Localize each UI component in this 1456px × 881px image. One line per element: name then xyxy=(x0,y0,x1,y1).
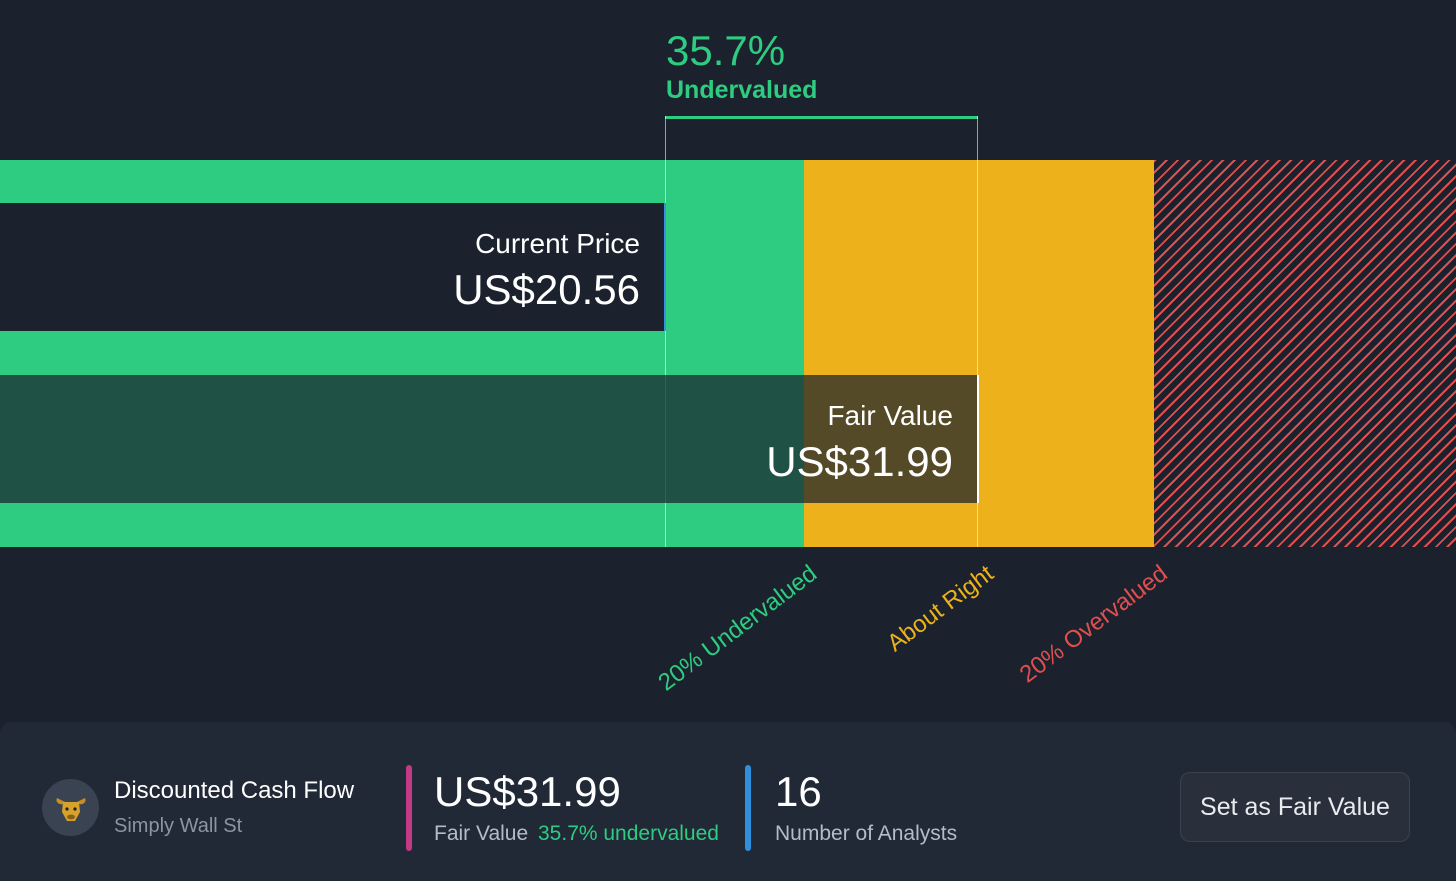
overvalued-zone xyxy=(1154,160,1456,547)
avatar xyxy=(42,779,99,836)
footer-fair-value-label: Fair Value xyxy=(434,822,529,845)
undervalued-label: Undervalued xyxy=(666,76,818,104)
model-source: Simply Wall St xyxy=(114,815,243,837)
current-price-bar xyxy=(0,203,666,331)
fair-value-label: Fair Value xyxy=(827,400,953,431)
difference-bracket xyxy=(665,116,978,119)
zone-label-undervalued: 20% Undervalued xyxy=(653,560,823,697)
footer-fair-value-caption: Fair Value 35.7% undervalued xyxy=(434,822,719,846)
set-as-fair-value-button[interactable]: Set as Fair Value xyxy=(1180,772,1410,842)
fair-value-bar xyxy=(0,375,979,503)
bull-icon xyxy=(55,797,86,821)
analysts-divider xyxy=(745,765,751,851)
analysts-label: Number of Analysts xyxy=(775,822,958,845)
analysts-count: 16 xyxy=(775,768,822,815)
zone-label-about-right: About Right xyxy=(881,560,999,658)
fair-value-divider xyxy=(406,765,412,851)
zone-label-overvalued: 20% Overvalued xyxy=(1014,560,1173,689)
current-price-guide-line xyxy=(665,116,666,547)
undervalued-percent: 35.7% xyxy=(666,27,786,74)
current-price-label: Current Price xyxy=(475,228,640,259)
model-title: Discounted Cash Flow xyxy=(114,777,355,804)
footer-undervalued-percent: 35.7% undervalued xyxy=(538,822,719,845)
footer-fair-value-amount: US$31.99 xyxy=(434,768,621,815)
fair-value-value: US$31.99 xyxy=(766,438,953,485)
fair-value-guide-line xyxy=(977,116,978,547)
current-price-value: US$20.56 xyxy=(453,266,640,313)
